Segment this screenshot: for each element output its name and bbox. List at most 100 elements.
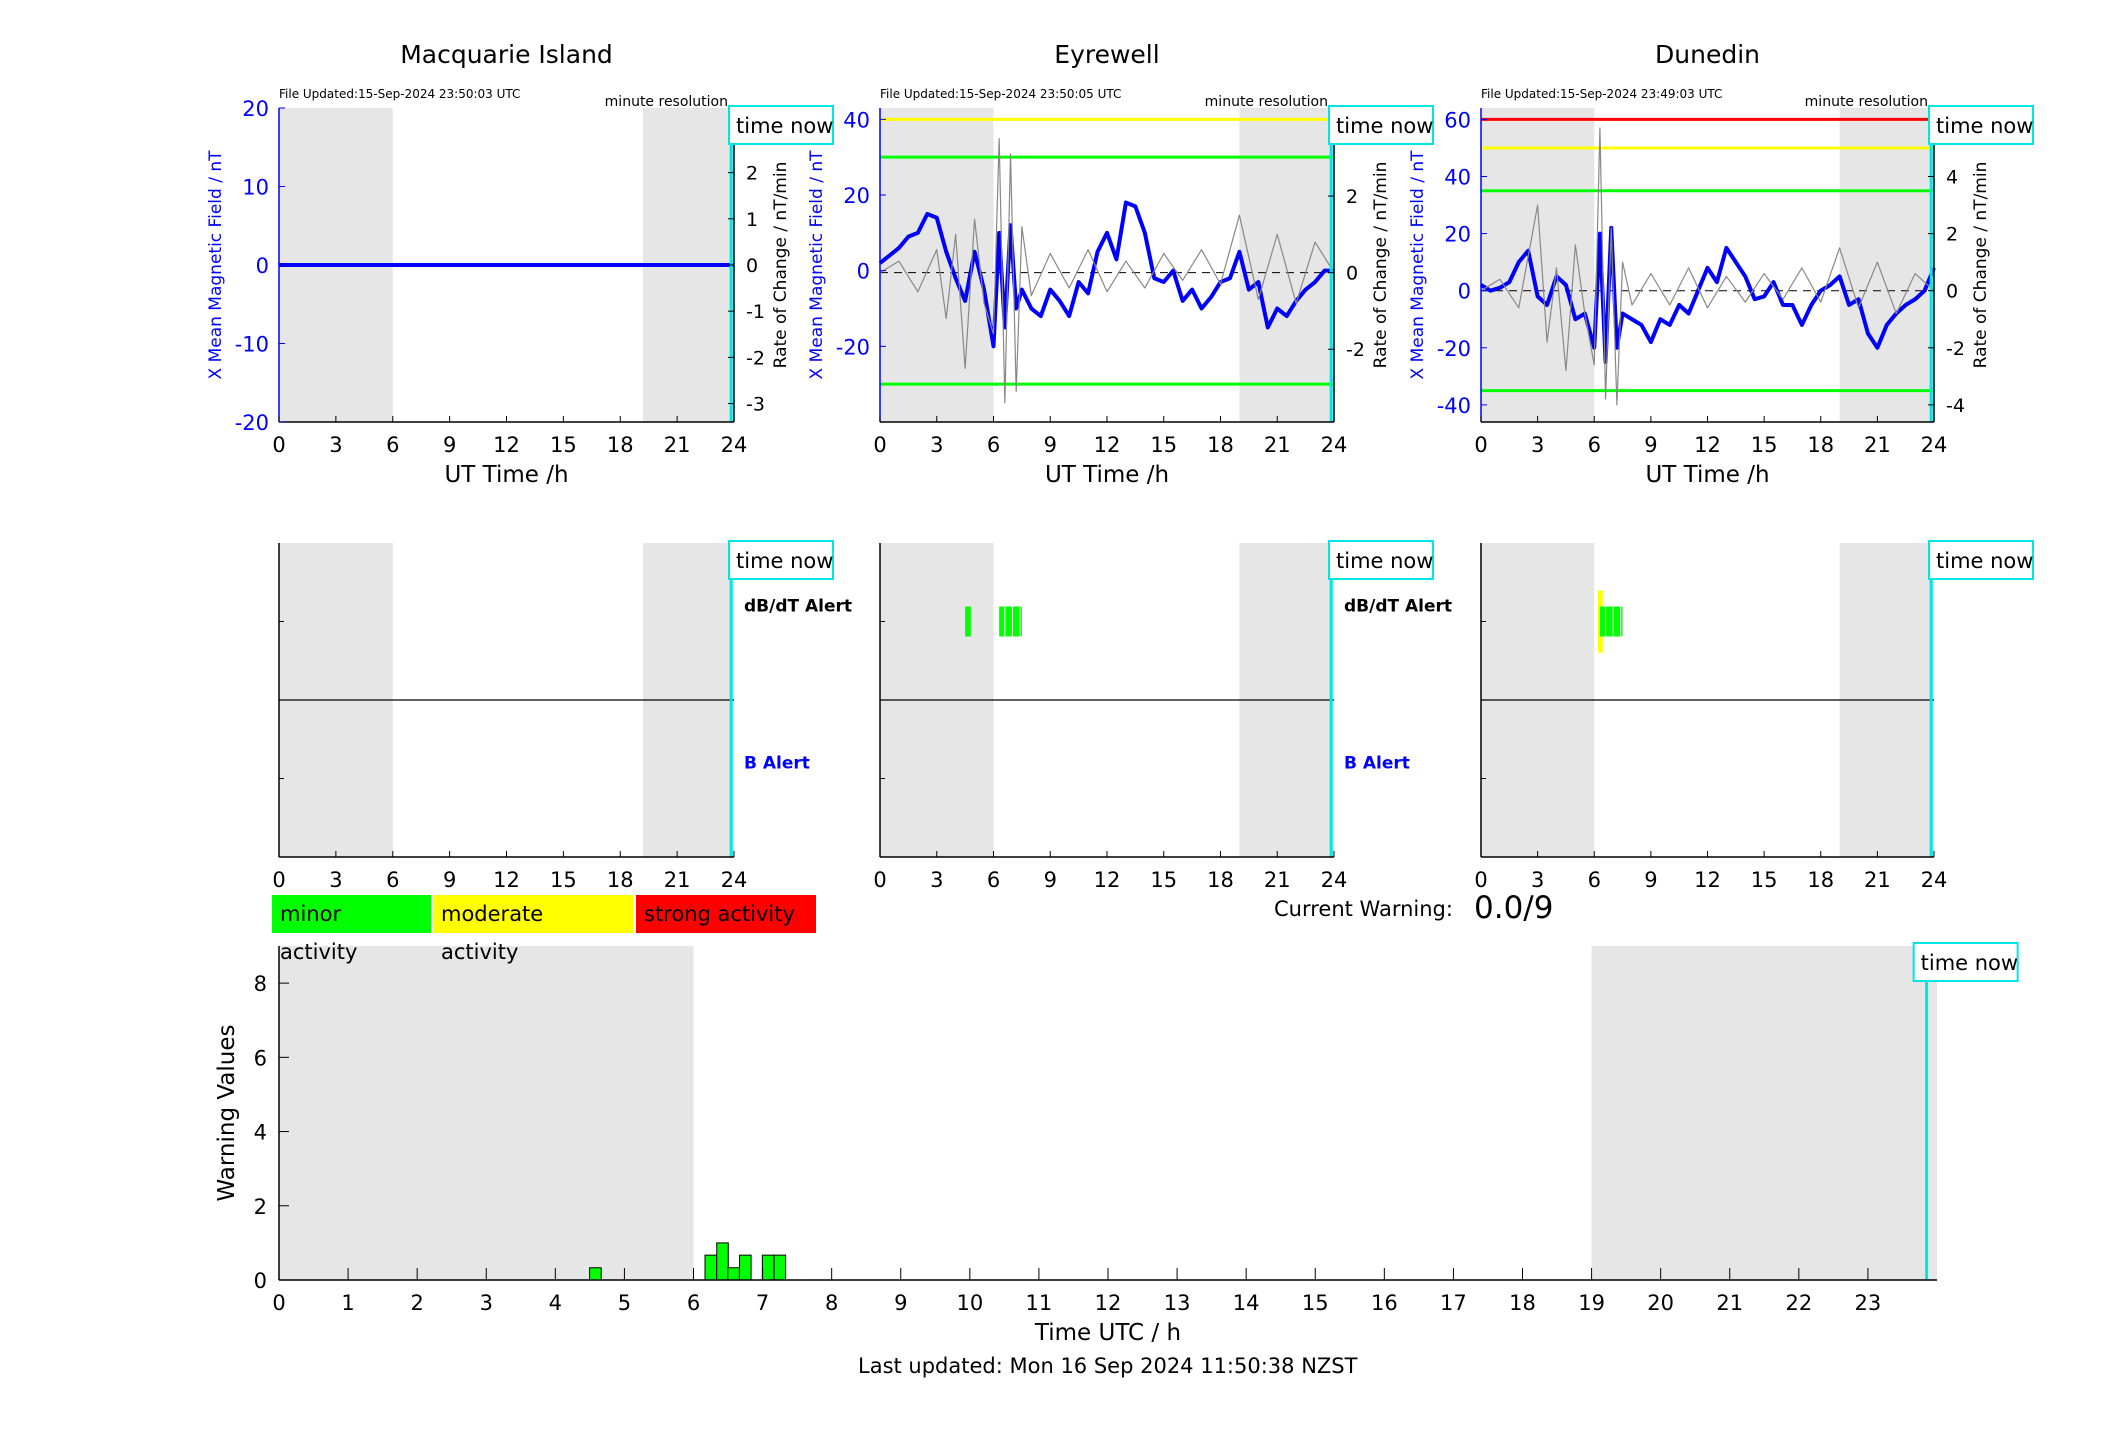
y-right-tick-label: -2 <box>746 347 765 369</box>
x-tick-label: 11 <box>1026 1291 1053 1315</box>
warning-bar <box>773 1254 787 1281</box>
x-tick-label: 24 <box>1321 433 1348 457</box>
file-updated: File Updated:15-Sep-2024 23:50:03 UTC <box>279 87 520 101</box>
x-tick-label: 8 <box>825 1291 838 1315</box>
x-tick-label: 21 <box>1264 868 1291 892</box>
x-tick-label: 18 <box>1807 433 1834 457</box>
time-now-marker: time now <box>1328 105 1434 145</box>
x-tick-label: 9 <box>443 868 456 892</box>
x-tick-label: 15 <box>1751 868 1778 892</box>
time-now-label: time now <box>1336 549 1433 573</box>
x-tick-label: 9 <box>443 433 456 457</box>
y-right-axis-label: Rate of Change / nT/min <box>771 162 791 369</box>
time-now-label: time now <box>736 114 833 138</box>
x-tick-label: 6 <box>987 868 1000 892</box>
x-tick-label: 24 <box>1921 868 1948 892</box>
x-tick-label: 0 <box>272 1291 285 1315</box>
y-left-tick-label: -20 <box>235 411 269 435</box>
y-left-tick-label: 20 <box>242 97 269 121</box>
x-tick-label: 9 <box>1644 433 1657 457</box>
x-tick-label: 24 <box>721 868 748 892</box>
x-tick-label: 3 <box>1531 433 1544 457</box>
time-now-label: time now <box>1336 114 1433 138</box>
x-tick-label: 12 <box>1095 1291 1122 1315</box>
y-left-tick-label: 20 <box>843 184 870 208</box>
y-left-tick-label: -40 <box>1437 394 1471 418</box>
y-left-tick-label: 60 <box>1444 108 1471 132</box>
x-tick-label: 19 <box>1578 1291 1605 1315</box>
night-shade <box>1481 108 1595 422</box>
y-axis-label: Warning Values <box>214 1024 240 1201</box>
y-left-tick-label: -10 <box>235 333 269 357</box>
y-left-axis-label: X Mean Magnetic Field / nT <box>807 150 827 380</box>
y-right-tick-label: -2 <box>1346 339 1365 361</box>
x-tick-label: 21 <box>664 868 691 892</box>
x-tick-label: 10 <box>956 1291 983 1315</box>
y-tick-label: 8 <box>254 972 267 996</box>
y-right-tick-label: 2 <box>1946 224 1958 246</box>
x-tick-label: 18 <box>607 868 634 892</box>
time-now-label: time now <box>1921 951 2018 975</box>
x-tick-label: 21 <box>1864 433 1891 457</box>
x-tick-label: 22 <box>1785 1291 1812 1315</box>
x-tick-label: 21 <box>1264 433 1291 457</box>
station-panel-2: Dunedin File Updated:15-Sep-2024 23:49:03… <box>1408 40 1991 488</box>
y-right-tick-label: 0 <box>1346 263 1358 285</box>
x-tick-label: 1 <box>341 1291 354 1315</box>
y-right-tick-label: -3 <box>746 394 765 416</box>
x-axis-label: UT Time /h <box>1045 462 1169 488</box>
x-tick-label: 3 <box>480 1291 493 1315</box>
warning-bar <box>739 1254 752 1281</box>
alert-panel-0: 0 3 6 9 12 15 18 21 24 dB/dT Alert B Alert <box>272 543 852 892</box>
night-shade <box>1839 108 1934 422</box>
x-tick-label: 0 <box>272 868 285 892</box>
time-now-marker: time now <box>728 105 834 145</box>
resolution-label: minute resolution <box>605 94 728 110</box>
time-now-label: time now <box>736 549 833 573</box>
x-tick-label: 9 <box>1644 868 1657 892</box>
dbdt-alert-label: dB/dT Alert <box>1344 597 1452 617</box>
x-tick-label: 9 <box>1044 433 1057 457</box>
y-right-axis-label: Rate of Change / nT/min <box>1371 162 1391 369</box>
x-tick-label: 3 <box>329 868 342 892</box>
time-now-box <box>728 105 834 145</box>
y-right-tick-label: -4 <box>1946 395 1965 417</box>
x-tick-label: 5 <box>618 1291 631 1315</box>
x-tick-label: 0 <box>1474 868 1487 892</box>
warning-bar <box>704 1254 718 1281</box>
x-tick-label: 18 <box>607 433 634 457</box>
x-tick-label: 15 <box>1302 1291 1329 1315</box>
x-tick-label: 17 <box>1440 1291 1467 1315</box>
x-tick-label: 15 <box>1150 868 1177 892</box>
station-panel-0: Macquarie Island File Updated:15-Sep-2024… <box>206 40 791 488</box>
x-tick-label: 3 <box>930 868 943 892</box>
time-now-label: time now <box>1936 114 2033 138</box>
x-tick-label: 0 <box>873 868 886 892</box>
y-left-tick-label: 40 <box>1444 166 1471 190</box>
x-tick-label: 18 <box>1207 868 1234 892</box>
b-alert-label: B Alert <box>744 754 810 774</box>
x-tick-label: 6 <box>386 868 399 892</box>
y-left-tick-label: -20 <box>1437 337 1471 361</box>
file-updated: File Updated:15-Sep-2024 23:49:03 UTC <box>1481 87 1722 101</box>
dbdt-alert-bar <box>999 606 1022 637</box>
x-axis-label: UT Time /h <box>1645 462 1769 488</box>
x-tick-label: 12 <box>493 868 520 892</box>
night-shade <box>1591 946 1937 1280</box>
current-warning-value: 0.0/9 <box>1474 890 1554 926</box>
x-tick-label: 24 <box>721 433 748 457</box>
resolution-label: minute resolution <box>1805 94 1928 110</box>
night-shade <box>279 946 694 1280</box>
y-right-tick-label: 1 <box>746 209 758 231</box>
x-tick-label: 15 <box>1150 433 1177 457</box>
x-tick-label: 18 <box>1807 868 1834 892</box>
y-tick-label: 2 <box>254 1195 267 1219</box>
night-shade <box>1239 108 1334 422</box>
y-left-axis-label: X Mean Magnetic Field / nT <box>206 150 226 380</box>
x-tick-label: 18 <box>1509 1291 1536 1315</box>
dbdt-alert-bar <box>965 606 971 637</box>
y-left-tick-label: 20 <box>1444 223 1471 247</box>
x-tick-label: 9 <box>894 1291 907 1315</box>
warning-bar <box>761 1254 775 1281</box>
time-now-box <box>1328 105 1434 145</box>
